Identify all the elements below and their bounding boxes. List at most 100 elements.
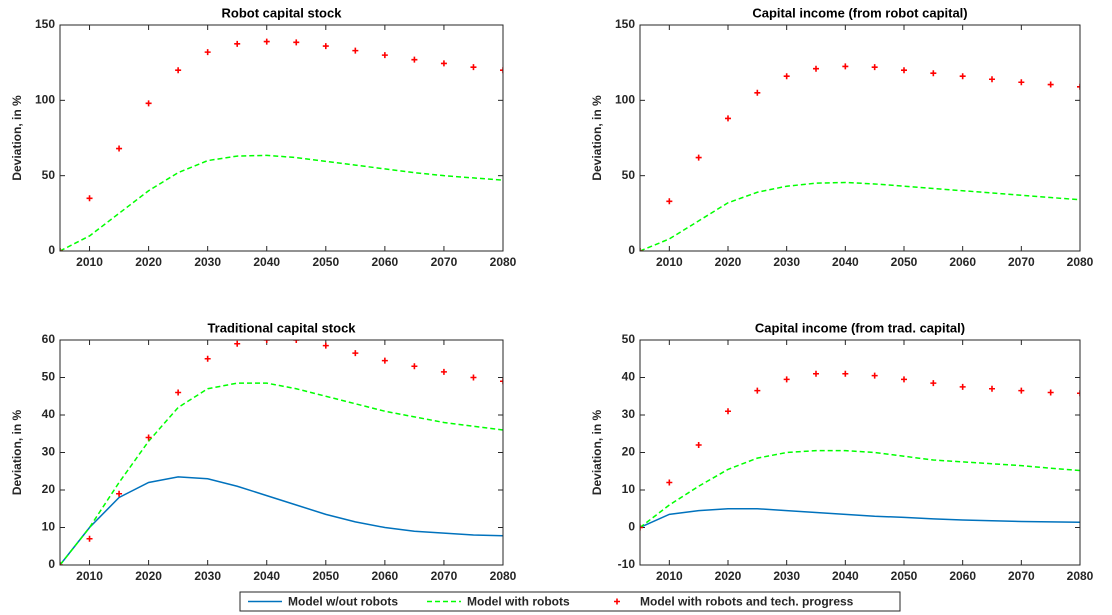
y-tick-label: 60 bbox=[42, 332, 56, 346]
series-marker bbox=[234, 40, 241, 47]
series-marker bbox=[842, 370, 849, 377]
y-tick-label: 40 bbox=[622, 370, 636, 384]
chart-title: Traditional capital stock bbox=[207, 320, 356, 335]
x-tick-label: 2050 bbox=[312, 569, 339, 583]
legend-label: Model with robots bbox=[467, 595, 570, 609]
series-marker bbox=[352, 47, 359, 54]
series-marker bbox=[871, 372, 878, 379]
series-marker bbox=[263, 38, 270, 45]
series-marker bbox=[1077, 390, 1080, 397]
chart-title: Capital income (from robot capital) bbox=[752, 5, 967, 20]
axes-box bbox=[639, 24, 1081, 252]
x-tick-label: 2020 bbox=[715, 255, 742, 269]
axes-background bbox=[640, 340, 1080, 565]
series-marker bbox=[175, 67, 182, 74]
series-line bbox=[640, 449, 1080, 529]
x-tick-label: 2060 bbox=[372, 255, 399, 269]
x-tick-label: 2050 bbox=[891, 255, 918, 269]
y-axis-label: Deviation, in % bbox=[590, 95, 604, 181]
y-tick-label: 20 bbox=[622, 445, 636, 459]
plot-area bbox=[60, 340, 503, 565]
y-tick-label: 0 bbox=[48, 243, 55, 257]
series-marker bbox=[293, 340, 300, 343]
legend-marker bbox=[614, 598, 620, 605]
series-marker bbox=[470, 64, 477, 71]
series-marker bbox=[116, 490, 123, 497]
series-marker bbox=[1018, 79, 1025, 86]
chart-title: Capital income (from trad. capital) bbox=[755, 320, 965, 335]
y-tick-label: 50 bbox=[622, 168, 636, 182]
x-tick-label: 2080 bbox=[1067, 569, 1094, 583]
series-marker bbox=[930, 70, 937, 77]
y-tick-label: 30 bbox=[42, 445, 56, 459]
y-tick-label: 50 bbox=[42, 168, 56, 182]
series-marker bbox=[666, 479, 673, 486]
series-marker bbox=[175, 389, 182, 396]
series-marker bbox=[813, 65, 819, 72]
series-marker bbox=[783, 376, 790, 383]
x-tick-label: 2020 bbox=[135, 569, 162, 583]
x-tick-label: 2070 bbox=[431, 569, 458, 583]
series-marker bbox=[695, 442, 702, 448]
y-tick-label: -10 bbox=[618, 557, 636, 571]
series-marker bbox=[930, 380, 937, 387]
series-marker bbox=[1047, 81, 1054, 88]
series-line bbox=[60, 154, 503, 251]
x-tick-label: 2040 bbox=[832, 255, 859, 269]
y-tick-label: 50 bbox=[622, 332, 636, 346]
y-tick-label: 100 bbox=[615, 93, 635, 107]
x-tick-label: 2040 bbox=[253, 255, 280, 269]
plot-area bbox=[640, 63, 1080, 251]
series-marker bbox=[293, 39, 300, 46]
series-marker bbox=[86, 535, 93, 542]
series-marker bbox=[959, 73, 966, 80]
series-marker bbox=[901, 376, 907, 383]
axes-background bbox=[640, 25, 1080, 251]
series-marker bbox=[322, 43, 329, 50]
legend-box bbox=[239, 591, 901, 612]
x-tick-label: 2030 bbox=[194, 569, 221, 583]
series-marker bbox=[470, 374, 477, 381]
series-marker bbox=[1018, 387, 1025, 394]
series-marker bbox=[145, 434, 152, 441]
y-tick-label: 40 bbox=[42, 407, 56, 421]
series-line bbox=[60, 382, 503, 565]
legend: Model w/out robots Model with robots Model… bbox=[239, 591, 901, 612]
series-marker bbox=[411, 56, 418, 63]
axes-box bbox=[59, 24, 504, 252]
series-marker bbox=[500, 378, 503, 385]
series-marker bbox=[322, 342, 329, 349]
y-tick-label: 30 bbox=[622, 407, 636, 421]
x-tick-label: 2070 bbox=[1008, 255, 1035, 269]
x-tick-label: 2080 bbox=[490, 569, 517, 583]
plot-area bbox=[60, 38, 503, 251]
y-tick-label: 150 bbox=[35, 17, 55, 31]
x-tick-label: 2040 bbox=[832, 569, 859, 583]
y-axis-label: Deviation, in % bbox=[10, 95, 24, 181]
y-tick-label: 0 bbox=[48, 557, 55, 571]
x-tick-label: 2010 bbox=[76, 569, 103, 583]
x-tick-label: 2080 bbox=[1067, 255, 1094, 269]
y-tick-label: 10 bbox=[42, 520, 56, 534]
series-marker bbox=[989, 76, 995, 83]
y-axis-label: Deviation, in % bbox=[10, 410, 24, 496]
series-marker bbox=[381, 357, 388, 364]
y-tick-label: 150 bbox=[615, 17, 635, 31]
axes-box bbox=[59, 339, 504, 566]
x-tick-label: 2050 bbox=[312, 255, 339, 269]
axes-box bbox=[639, 339, 1081, 566]
series-marker bbox=[989, 385, 995, 392]
x-tick-label: 2070 bbox=[431, 255, 458, 269]
legend-label: Model with robots and tech. progress bbox=[640, 595, 854, 609]
series-marker bbox=[754, 387, 761, 394]
series-marker bbox=[783, 73, 790, 80]
axes-background bbox=[60, 340, 503, 565]
series-marker bbox=[234, 340, 241, 347]
plot-area bbox=[640, 370, 1080, 531]
x-tick-label: 2070 bbox=[1008, 569, 1035, 583]
x-tick-label: 2050 bbox=[891, 569, 918, 583]
series-marker bbox=[500, 67, 503, 74]
series-marker bbox=[381, 52, 388, 59]
series-marker bbox=[440, 60, 447, 67]
